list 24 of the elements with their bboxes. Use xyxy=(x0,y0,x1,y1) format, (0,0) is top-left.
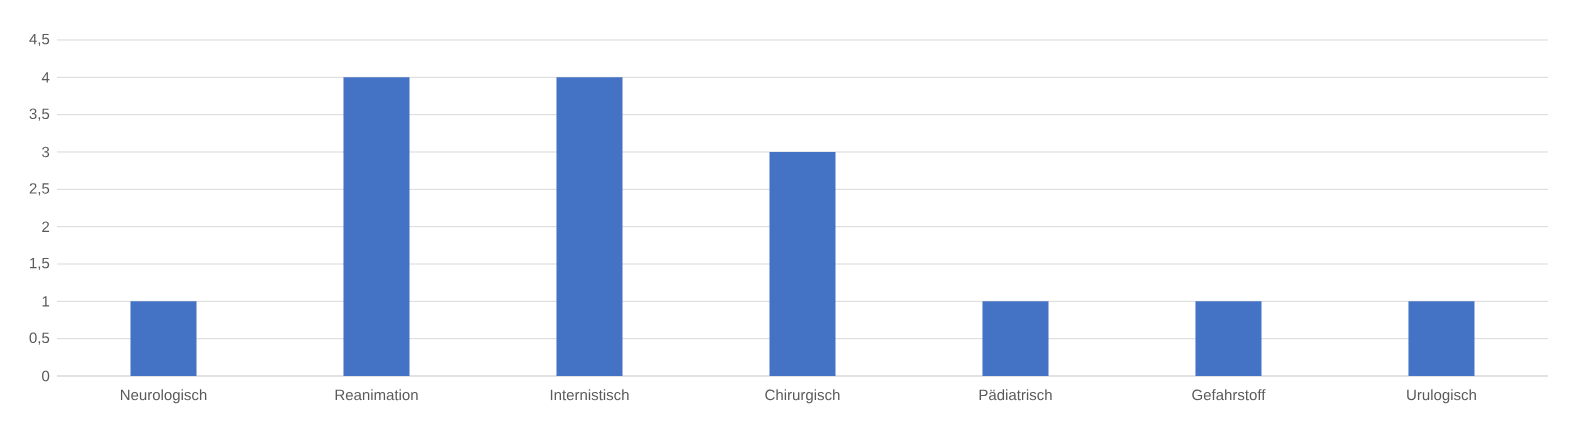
bar xyxy=(1408,301,1475,376)
x-tick-label: Pädiatrisch xyxy=(979,389,1052,401)
x-tick-label: Reanimation xyxy=(335,389,418,401)
y-tick-label: 4 xyxy=(41,72,50,83)
y-tick-label: 1,5 xyxy=(30,257,50,271)
y-tick-label: 2,5 xyxy=(29,183,50,196)
bar xyxy=(982,301,1049,376)
y-tick-label: 2 xyxy=(42,221,50,232)
x-tick-label: Neurologisch xyxy=(120,389,207,404)
x-tick-label: Gefahrstoff xyxy=(1192,389,1266,401)
y-tick-label: 4,5 xyxy=(29,33,50,47)
x-tick-label: Urulogisch xyxy=(1407,389,1476,404)
x-tick-label: Chirurgisch xyxy=(765,389,840,404)
bar xyxy=(1195,301,1262,376)
bar xyxy=(343,77,410,376)
bar xyxy=(130,301,197,376)
bar xyxy=(556,77,623,376)
y-tick-label: 3,5 xyxy=(29,108,50,121)
bar xyxy=(769,152,836,376)
y-tick-label: 0,5 xyxy=(29,332,50,345)
y-tick-label: 1 xyxy=(42,296,50,307)
x-tick-label: Internistisch xyxy=(550,389,629,401)
y-tick-label: 0 xyxy=(42,370,50,382)
y-tick-label: 3 xyxy=(42,146,50,158)
